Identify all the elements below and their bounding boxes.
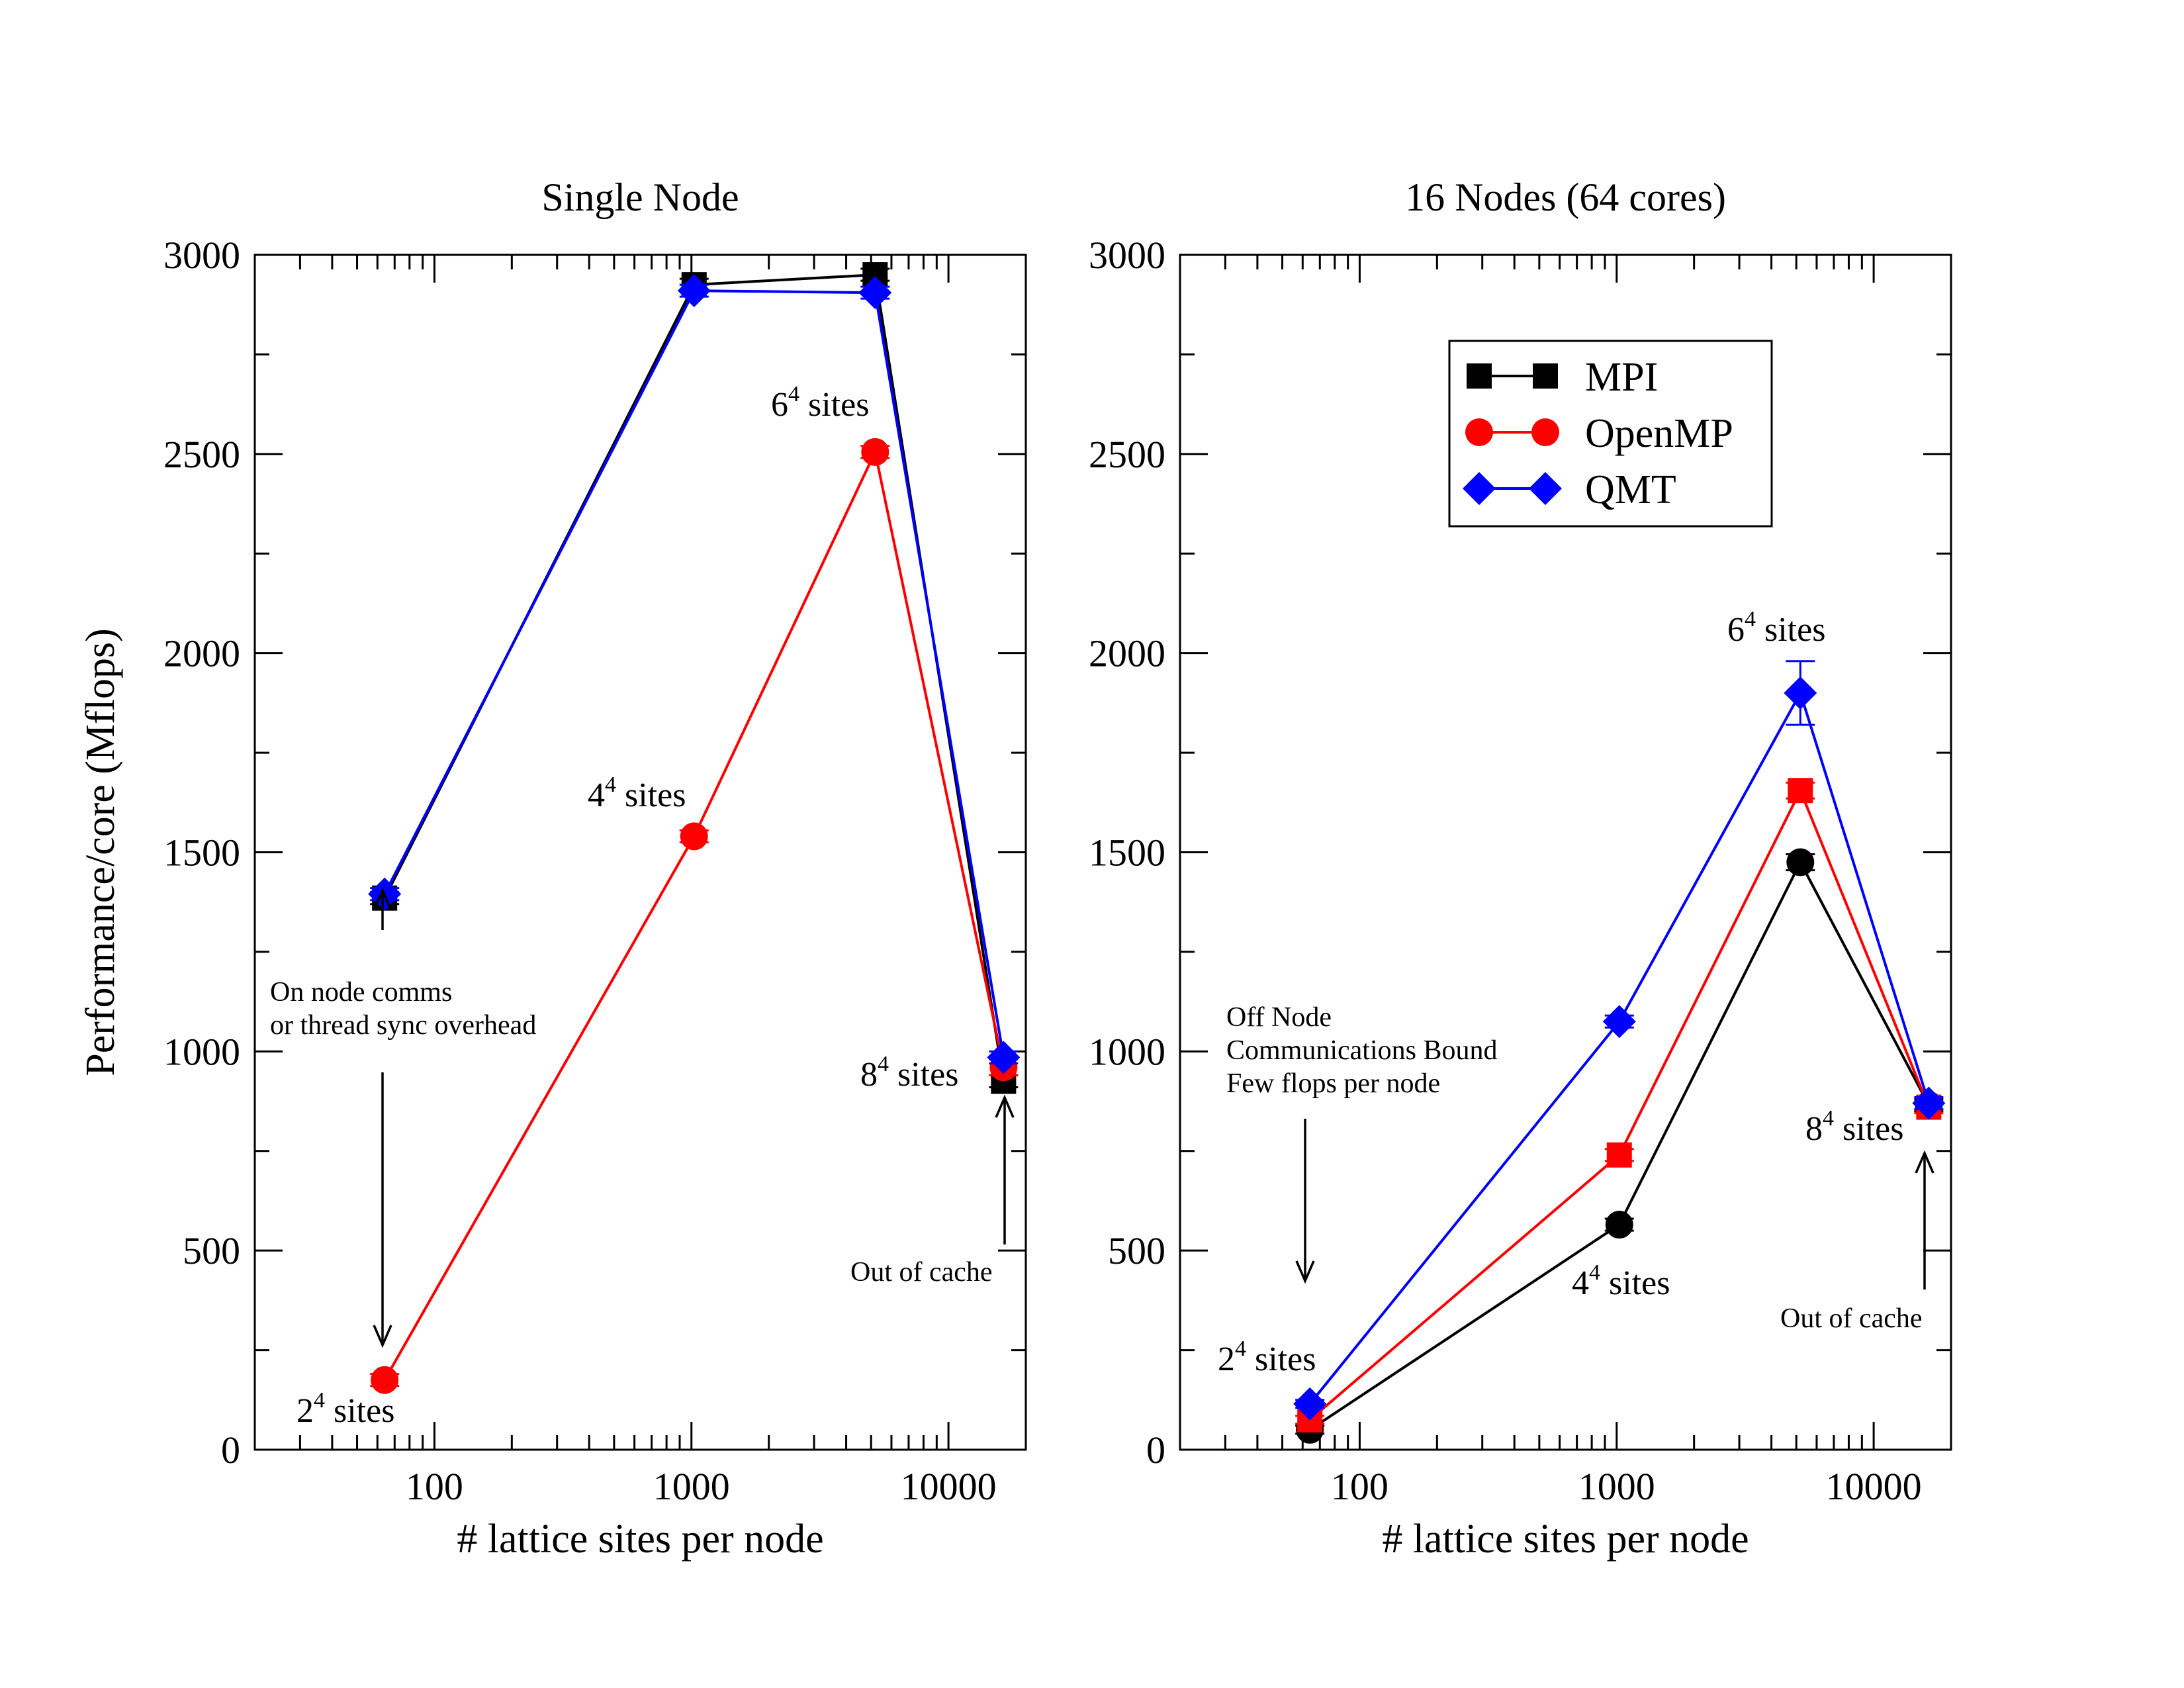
series-qmt [368,274,1021,1074]
legend-marker [1465,418,1493,446]
y-tick-label: 500 [183,1229,240,1272]
y-ticks [255,254,1026,1451]
legend: MPI OpenMP QMT [1448,340,1773,528]
x-tick-label: 1000 [653,1465,730,1508]
data-point [1605,1211,1633,1239]
arrow-head [373,1325,392,1348]
series-mpi [370,262,1019,1094]
series-line [383,447,1005,1381]
y-tick-label: 500 [1108,1229,1165,1272]
annotation-8-sites: 84 sites [860,1052,958,1094]
data-point [1912,1086,1946,1120]
data-point [1788,778,1813,804]
series-line [1309,859,1931,1431]
arrow-head [1295,1260,1315,1284]
data-point [680,822,708,851]
x-ticks [1179,255,1952,1450]
y-tick-label: 1500 [1089,831,1165,874]
y-tick-label: 2500 [1089,433,1165,476]
y-tick-label: 1000 [163,1030,240,1073]
annotation-2-sites: 24 sites [296,1388,394,1430]
data-point [861,438,889,466]
data-point [987,1041,1021,1074]
data-point [1786,848,1815,876]
y-tick-label: 2000 [163,632,240,675]
annotation-8-sites: 84 sites [1805,1106,1903,1148]
annotation-6-sites: 64 sites [1727,607,1825,649]
annotation-2-sites: 24 sites [1218,1336,1316,1378]
series-line [1308,689,1931,1405]
y-tick-label: 3000 [163,234,240,277]
sixteen-nodes-panel: 100 1000 10000 0 500 1000 1500 2000 2500 3000 16 N… [1089,175,1952,1562]
y-axis-label: Performance/core (Mflops) [78,628,123,1076]
x-tick-label: 100 [1331,1465,1388,1508]
single-node-panel: 100 1000 10000 0 500 1000 1500 2000 2500 3000 Sing… [78,175,1027,1562]
x-tick-label: 100 [406,1465,463,1508]
y-tick-label: 2500 [163,433,240,476]
legend-label: QMT [1585,467,1676,512]
legend-label: MPI [1585,355,1658,400]
data-point [1606,1142,1632,1168]
series-openmp [1295,778,1944,1432]
series-line [383,273,1005,1082]
data-point [1602,1005,1636,1039]
legend-marker [1463,472,1496,505]
series-line [383,289,1005,1058]
annotations: 24 sites 44 sites 64 sites 84 sites Off Node… [1218,607,1934,1378]
chart-title: Single Node [541,175,739,219]
x-tick-label: 10000 [901,1465,997,1508]
y-tick-label: 1000 [1089,1030,1165,1073]
annotation-off-node: Off Node Communications Bound Few flops pe… [1226,1002,1498,1099]
series-openmp [370,438,1019,1394]
annotation-out-of-cache: Out of cache [1780,1303,1923,1334]
arrow-head [995,1094,1015,1118]
y-ticks [1180,254,1951,1451]
data-point [371,1366,399,1394]
legend-marker [1533,363,1558,389]
arrow-head [373,887,392,911]
annotation-out-of-cache: Out of cache [850,1257,993,1288]
data-point [1293,1387,1327,1421]
chart-title: 16 Nodes (64 cores) [1405,175,1726,219]
x-tick-label: 10000 [1826,1465,1922,1508]
data-point [858,276,892,310]
annotation-on-node-comms: On node comms or thread sync overhead [270,977,536,1041]
legend-marker [1531,418,1559,446]
y-tick-label: 2000 [1089,632,1165,675]
y-tick-label: 3000 [1089,234,1165,277]
y-tick-label: 0 [221,1429,240,1472]
series-qmt [1293,660,1946,1421]
legend-label: OpenMP [1585,411,1733,456]
arrow-head [1915,1150,1934,1174]
x-axis-label: # lattice sites per node [457,1517,823,1562]
legend-marker [1467,363,1492,389]
y-tick-label: 0 [1146,1429,1165,1472]
series-line [1308,787,1931,1421]
annotations: 24 sites 44 sites 64 sites 84 sites On node … [270,382,1015,1430]
annotation-4-sites: 44 sites [588,773,686,814]
data-point [1784,676,1817,710]
x-axis-label: # lattice sites per node [1382,1517,1749,1562]
annotation-4-sites: 44 sites [1572,1260,1670,1302]
legend-marker [1529,472,1562,505]
data-point [677,274,711,308]
x-ticks [253,255,1027,1450]
annotation-6-sites: 64 sites [771,382,869,424]
x-tick-label: 1000 [1578,1465,1655,1508]
y-tick-label: 1500 [163,831,240,874]
